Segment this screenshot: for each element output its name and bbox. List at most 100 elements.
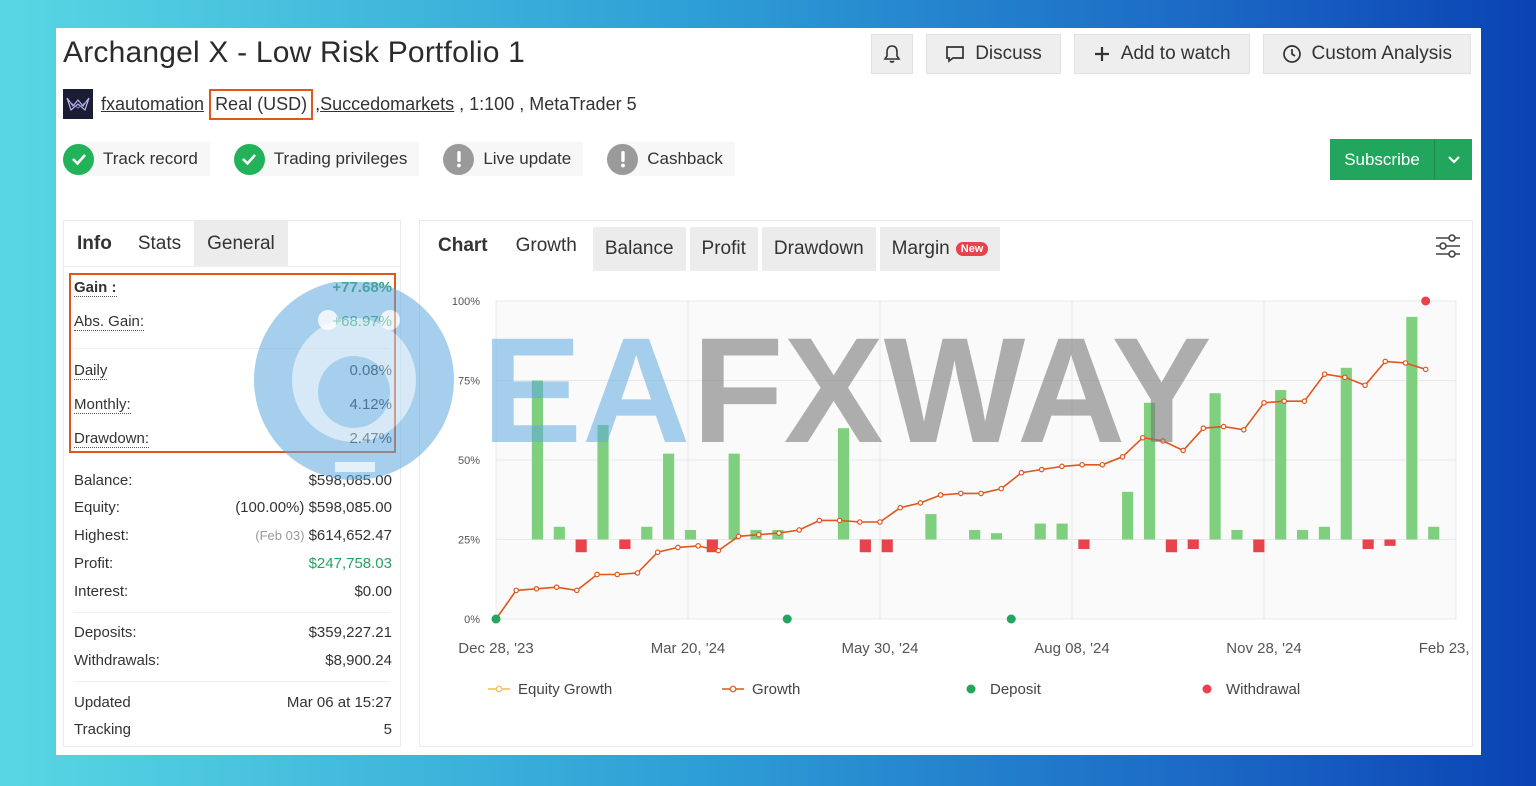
stat-value: $0.00 [354, 583, 392, 600]
equity-percent: (100.00%) [235, 499, 305, 516]
stat-label: Updated [74, 694, 131, 711]
growth-point [877, 519, 883, 525]
stat-label: Abs. Gain: [74, 313, 145, 331]
profit-bar [728, 453, 740, 540]
badge-label: Live update [483, 149, 572, 168]
stat-value: $247,758.03 [308, 555, 392, 572]
y-tick-label: 100% [452, 296, 480, 308]
growth-point [735, 533, 742, 540]
y-tick-label: 25% [458, 535, 480, 547]
top-actions: Discuss Add to watch Custom Analysis [871, 34, 1471, 74]
x-tick-label: May 30, '24 [841, 640, 918, 657]
add-to-watch-button[interactable]: Add to watch [1073, 34, 1250, 74]
stat-value: 2.47% [349, 430, 392, 447]
custom-analysis-button[interactable]: Custom Analysis [1262, 34, 1471, 74]
growth-point [1301, 398, 1308, 404]
bell-icon [883, 44, 901, 64]
status-badges: Track record Trading privileges Live upd… [63, 142, 735, 176]
profit-bar [575, 539, 587, 553]
badge-cashback[interactable]: Cashback [607, 142, 735, 176]
stat-value: 4.12% [349, 396, 392, 413]
tab-general[interactable]: General [194, 221, 288, 266]
subscribe-button[interactable]: Subscribe [1330, 139, 1472, 180]
chart-panel: Chart Growth Balance Profit Drawdown Mar… [419, 220, 1474, 748]
profit-bar [1231, 529, 1243, 540]
legend-label: Equity Growth [518, 681, 612, 698]
notification-button[interactable] [871, 34, 914, 74]
legend-swatch-dot [495, 685, 503, 693]
legend-swatch-dot [729, 685, 737, 693]
deposit-marker [1006, 614, 1016, 624]
growth-point [715, 547, 722, 554]
growth-point [1180, 447, 1186, 454]
tab-chart[interactable]: Chart [438, 235, 488, 256]
user-avatar[interactable] [63, 89, 93, 119]
chevron-down-icon[interactable] [1434, 139, 1472, 180]
tab-balance[interactable]: Balance [592, 227, 686, 271]
sliders-icon[interactable] [1434, 233, 1462, 264]
growth-point [1281, 398, 1288, 404]
growth-point [634, 570, 641, 576]
badge-label: Trading privileges [273, 149, 408, 168]
check-icon [63, 143, 94, 175]
stats-tabs: Info Stats General [64, 221, 400, 267]
deposit-marker [782, 614, 792, 624]
badge-live-update[interactable]: Live update [443, 142, 584, 176]
x-tick-label: Mar 20, '24 [651, 640, 726, 657]
growth-point [1119, 454, 1126, 460]
main-frame: Archangel X - Low Risk Portfolio 1 Discu… [56, 28, 1481, 755]
growth-point [776, 530, 782, 536]
profit-bar [837, 428, 850, 540]
growth-point [533, 585, 540, 592]
tab-drawdown[interactable]: Drawdown [761, 227, 876, 271]
user-link[interactable]: fxautomation [101, 93, 205, 114]
growth-point [1402, 360, 1409, 366]
stat-withdrawals: Withdrawals: $8,900.24 [74, 652, 392, 669]
broker-link[interactable]: Succedomarkets [320, 93, 455, 114]
growth-point [1321, 371, 1328, 377]
badge-trading-privileges[interactable]: Trading privileges [233, 142, 420, 176]
stat-label: Gain : [74, 279, 117, 297]
highest-date: (Feb 03) [255, 528, 305, 543]
stat-equity: Equity: (100.00%) $598,085.00 [74, 499, 392, 516]
growth-chart[interactable]: 100% 75% 50% 25% 0% Dec 28, '23 Mar 20, '24 Ma… [420, 271, 1474, 748]
legend-label: Deposit [990, 681, 1042, 698]
profit-bar [684, 529, 697, 540]
tab-stats[interactable]: Stats [137, 232, 182, 254]
growth-point [998, 485, 1005, 492]
stat-label: Interest: [74, 583, 129, 600]
growth-point [958, 490, 964, 497]
stat-label: Monthly: [74, 396, 131, 414]
x-tick-label: Aug 08, '24 [1034, 640, 1109, 657]
stat-abs-gain: Abs. Gain: +68.97% [74, 313, 392, 331]
tab-info[interactable]: Info [77, 232, 112, 254]
discuss-button[interactable]: Discuss [926, 34, 1061, 74]
y-tick-label: 75% [458, 376, 480, 388]
growth-point [1422, 366, 1429, 373]
growth-point [594, 571, 600, 578]
badge-track-record[interactable]: Track record [63, 142, 210, 176]
growth-point [796, 527, 802, 533]
badge-label: Track record [103, 149, 198, 168]
growth-point [1059, 463, 1065, 470]
divider [74, 612, 390, 613]
growth-point [1220, 423, 1227, 430]
tab-profit[interactable]: Profit [689, 227, 758, 271]
stat-value: $8,900.24 [325, 652, 392, 669]
growth-point [978, 490, 984, 497]
stat-deposits: Deposits: $359,227.21 [74, 624, 392, 641]
tab-margin[interactable]: Margin New [879, 227, 1001, 271]
profit-bar [859, 539, 871, 553]
growth-point [614, 571, 621, 578]
tab-growth[interactable]: Growth [515, 235, 577, 256]
growth-point [1382, 358, 1389, 365]
profit-bar [1034, 523, 1046, 540]
check-icon [233, 143, 265, 175]
legend-swatch-dot [1202, 684, 1212, 694]
chart-tabs: Chart Growth Balance Profit Drawdown Mar… [420, 221, 1472, 271]
profit-bar [1165, 539, 1177, 553]
growth-point [1160, 438, 1166, 444]
growth-point [1200, 425, 1207, 432]
profit-bar [969, 529, 981, 540]
account-type: Real (USD) [209, 88, 314, 120]
